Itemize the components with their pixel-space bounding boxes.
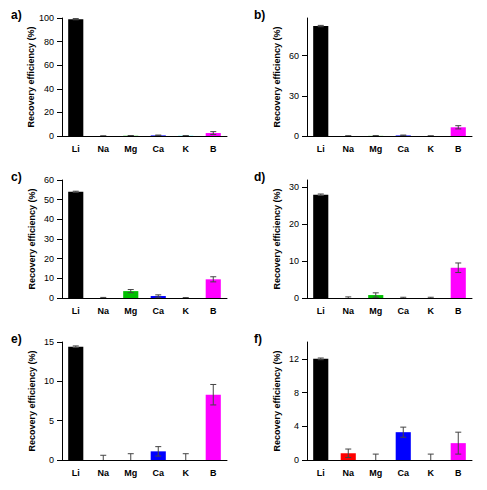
svg-text:Recovery efficiency (%): Recovery efficiency (%) — [27, 188, 37, 289]
svg-text:a): a) — [11, 8, 22, 22]
svg-text:Recovery efficiency (%): Recovery efficiency (%) — [26, 26, 36, 127]
svg-text:d): d) — [254, 170, 265, 184]
svg-text:100: 100 — [39, 13, 54, 23]
svg-text:10: 10 — [44, 376, 54, 386]
svg-text:K: K — [183, 468, 190, 478]
svg-text:Ca: Ca — [152, 306, 164, 316]
svg-text:B: B — [210, 306, 217, 316]
svg-text:Recovery efficiency (%): Recovery efficiency (%) — [272, 350, 282, 451]
svg-text:15: 15 — [44, 337, 54, 347]
svg-text:K: K — [183, 306, 190, 316]
svg-text:b): b) — [254, 8, 265, 22]
svg-text:Li: Li — [317, 468, 325, 478]
svg-text:40: 40 — [44, 214, 54, 224]
svg-text:30: 30 — [44, 234, 54, 244]
svg-text:Mg: Mg — [369, 468, 382, 478]
svg-text:12: 12 — [289, 354, 299, 364]
svg-text:8: 8 — [294, 388, 299, 398]
svg-text:Ca: Ca — [397, 144, 409, 154]
svg-text:0: 0 — [49, 131, 54, 141]
svg-text:Na: Na — [342, 306, 354, 316]
svg-text:80: 80 — [44, 37, 54, 47]
svg-text:Na: Na — [342, 468, 354, 478]
svg-text:e): e) — [11, 332, 22, 346]
svg-text:Mg: Mg — [369, 306, 382, 316]
svg-text:20: 20 — [289, 219, 299, 229]
svg-text:Li: Li — [72, 144, 80, 154]
svg-text:B: B — [210, 468, 217, 478]
svg-text:c): c) — [11, 170, 22, 184]
svg-text:Na: Na — [97, 468, 109, 478]
svg-text:60: 60 — [44, 60, 54, 70]
svg-text:Ca: Ca — [152, 468, 164, 478]
svg-text:Ca: Ca — [397, 306, 409, 316]
svg-text:Ca: Ca — [152, 144, 164, 154]
svg-text:30: 30 — [289, 91, 299, 101]
svg-text:40: 40 — [44, 84, 54, 94]
svg-text:Na: Na — [97, 306, 109, 316]
svg-text:0: 0 — [294, 131, 299, 141]
svg-text:K: K — [428, 468, 435, 478]
svg-text:K: K — [183, 144, 190, 154]
svg-text:Li: Li — [317, 306, 325, 316]
svg-text:0: 0 — [294, 293, 299, 303]
svg-text:f): f) — [254, 332, 262, 346]
svg-text:5: 5 — [49, 416, 54, 426]
svg-text:Mg: Mg — [124, 144, 137, 154]
svg-text:Mg: Mg — [124, 306, 137, 316]
svg-text:30: 30 — [289, 182, 299, 192]
svg-text:K: K — [428, 306, 435, 316]
svg-text:Mg: Mg — [369, 144, 382, 154]
svg-text:Recovery efficiency (%): Recovery efficiency (%) — [272, 188, 282, 289]
svg-text:B: B — [455, 468, 462, 478]
svg-text:4: 4 — [294, 421, 299, 431]
svg-text:B: B — [455, 144, 462, 154]
svg-text:20: 20 — [44, 107, 54, 117]
svg-text:Li: Li — [72, 306, 80, 316]
svg-text:Na: Na — [342, 144, 354, 154]
svg-text:50: 50 — [44, 195, 54, 205]
svg-text:60: 60 — [289, 51, 299, 61]
svg-text:K: K — [428, 144, 435, 154]
svg-text:10: 10 — [289, 256, 299, 266]
svg-text:20: 20 — [44, 254, 54, 264]
svg-text:0: 0 — [49, 455, 54, 465]
svg-text:Ca: Ca — [397, 468, 409, 478]
svg-text:Li: Li — [317, 144, 325, 154]
svg-text:Mg: Mg — [124, 468, 137, 478]
svg-text:B: B — [210, 144, 217, 154]
svg-text:0: 0 — [49, 293, 54, 303]
svg-text:Recovery efficiency (%): Recovery efficiency (%) — [27, 350, 37, 451]
svg-text:Na: Na — [97, 144, 109, 154]
svg-text:Li: Li — [72, 468, 80, 478]
svg-text:10: 10 — [44, 273, 54, 283]
svg-text:B: B — [455, 306, 462, 316]
svg-text:Recovery efficiency (%): Recovery efficiency (%) — [272, 26, 282, 127]
svg-text:0: 0 — [294, 455, 299, 465]
svg-text:60: 60 — [44, 175, 54, 185]
